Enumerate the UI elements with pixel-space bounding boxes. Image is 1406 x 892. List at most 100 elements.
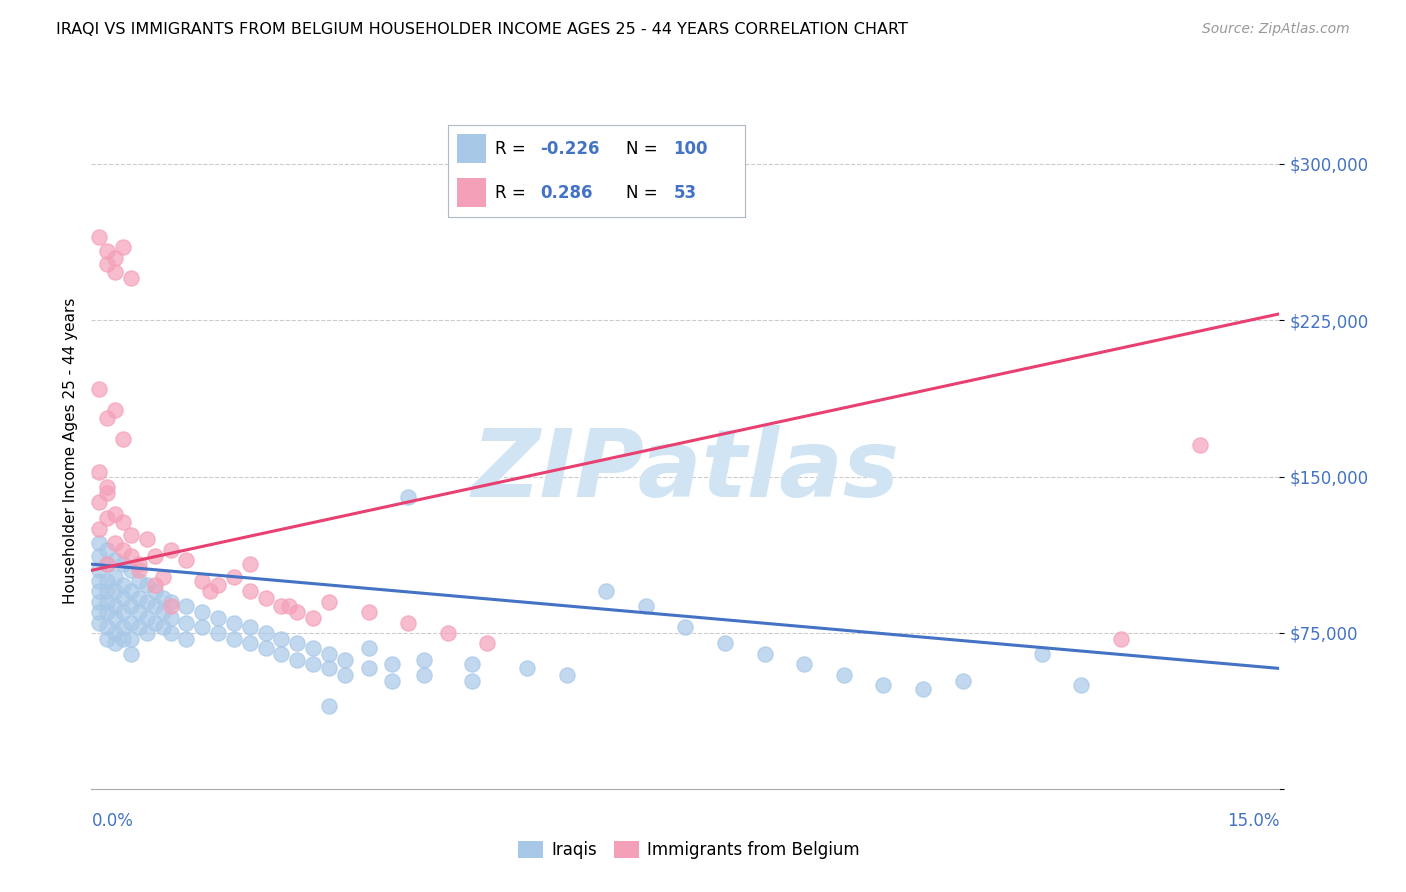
Point: [270, 599, 292, 613]
Point: [413, 667, 436, 681]
Point: [112, 591, 135, 605]
Point: [176, 615, 198, 630]
Point: [120, 563, 142, 577]
Point: [120, 584, 142, 599]
Point: [302, 657, 325, 672]
Point: [333, 667, 356, 681]
Point: [318, 647, 340, 661]
Point: [120, 528, 142, 542]
Point: [135, 532, 157, 546]
Point: [516, 661, 538, 675]
Point: [96, 542, 118, 557]
Point: [89, 549, 111, 563]
Point: [128, 557, 150, 571]
Point: [89, 605, 111, 619]
Point: [460, 673, 482, 688]
Point: [112, 557, 135, 571]
Point: [357, 640, 380, 655]
Point: [254, 626, 277, 640]
Point: [302, 611, 325, 625]
Point: [104, 569, 127, 583]
Point: [318, 698, 340, 713]
Point: [191, 620, 214, 634]
Point: [152, 591, 174, 605]
Point: [152, 620, 174, 634]
Text: 0.0%: 0.0%: [91, 812, 134, 830]
Point: [120, 647, 142, 661]
Point: [239, 620, 262, 634]
Point: [89, 595, 111, 609]
Point: [911, 682, 934, 697]
Legend: Iraqis, Immigrants from Belgium: Iraqis, Immigrants from Belgium: [512, 834, 866, 866]
Point: [128, 620, 150, 634]
Point: [270, 632, 292, 647]
Point: [357, 661, 380, 675]
Point: [89, 229, 111, 244]
Point: [104, 507, 127, 521]
Point: [96, 257, 118, 271]
Point: [120, 599, 142, 613]
Point: [634, 599, 657, 613]
Point: [112, 432, 135, 446]
Point: [413, 653, 436, 667]
Point: [143, 599, 166, 613]
Point: [1031, 647, 1053, 661]
Point: [143, 584, 166, 599]
Point: [207, 611, 229, 625]
Point: [159, 595, 181, 609]
Y-axis label: Householder Income Ages 25 - 44 years: Householder Income Ages 25 - 44 years: [62, 297, 77, 604]
Point: [96, 411, 118, 425]
Point: [120, 615, 142, 630]
Point: [135, 578, 157, 592]
Point: [96, 632, 118, 647]
Point: [872, 678, 894, 692]
Point: [104, 251, 127, 265]
Point: [104, 611, 127, 625]
Point: [381, 657, 404, 672]
Point: [191, 574, 214, 588]
Point: [128, 574, 150, 588]
Point: [285, 653, 308, 667]
Point: [104, 265, 127, 279]
Point: [96, 574, 118, 588]
Point: [128, 563, 150, 577]
Point: [89, 494, 111, 508]
Point: [207, 626, 229, 640]
Point: [96, 480, 118, 494]
Point: [191, 605, 214, 619]
Point: [278, 599, 301, 613]
Point: [285, 605, 308, 619]
Point: [89, 563, 111, 577]
Point: [555, 667, 578, 681]
Point: [112, 240, 135, 254]
Point: [381, 673, 404, 688]
Point: [222, 569, 245, 583]
Point: [318, 595, 340, 609]
Point: [143, 549, 166, 563]
Point: [96, 557, 118, 571]
Point: [89, 615, 111, 630]
Point: [159, 542, 181, 557]
Point: [104, 536, 127, 550]
Point: [207, 578, 229, 592]
Point: [112, 620, 135, 634]
Text: ZIPatlas: ZIPatlas: [471, 425, 900, 516]
Point: [96, 620, 118, 634]
Text: Source: ZipAtlas.com: Source: ZipAtlas.com: [1202, 22, 1350, 37]
Point: [754, 647, 776, 661]
Point: [396, 615, 419, 630]
Point: [239, 636, 262, 650]
Point: [1109, 632, 1132, 647]
Text: 15.0%: 15.0%: [1227, 812, 1279, 830]
Point: [96, 244, 118, 259]
Point: [176, 553, 198, 567]
Point: [128, 591, 150, 605]
Point: [135, 595, 157, 609]
Point: [222, 632, 245, 647]
Point: [112, 578, 135, 592]
Point: [159, 611, 181, 625]
Point: [143, 578, 166, 592]
Point: [112, 605, 135, 619]
Point: [159, 599, 181, 613]
Point: [112, 516, 135, 530]
